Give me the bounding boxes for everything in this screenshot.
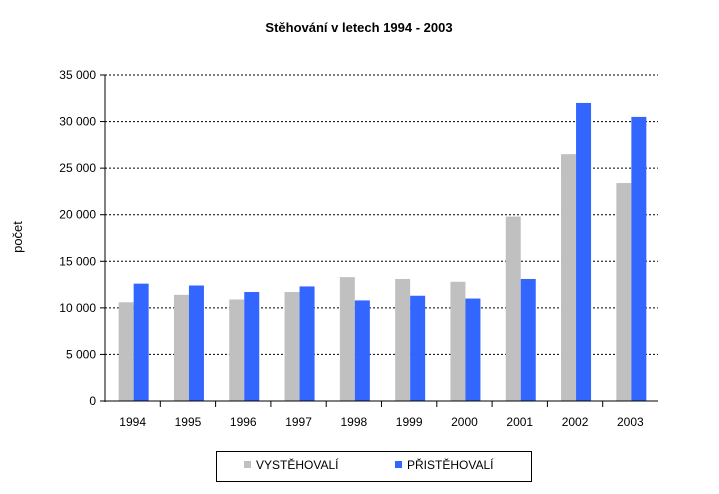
bar-vystehovali-2000 [450,281,466,401]
bars [118,102,647,402]
bar-vystehovali-1997 [284,292,300,401]
x-tick-label: 1997 [285,415,312,429]
legend: VYSTĚHOVALÍ PŘISTĚHOVALÍ [216,451,532,482]
legend-label-vystehovali: VYSTĚHOVALÍ [256,457,339,472]
x-tick-label: 1994 [119,415,146,429]
y-tick-labels: 0 5 000 10 000 15 000 20 000 25 000 30 000 35 0… [59,68,96,408]
x-tick-label: 1996 [230,415,257,429]
bar-vystehovali-1994 [118,302,134,401]
y-tick-label: 5 000 [66,347,96,361]
y-tick-label: 20 000 [59,208,96,222]
bar-vystehovali-1999 [395,278,411,401]
legend-swatch-vystehovali [244,461,251,468]
legend-box [216,451,532,482]
y-tick-label: 15 000 [59,254,96,268]
bar-pristehovali-1996 [244,292,260,401]
chart-title: Stěhování v letech 1994 - 2003 [265,20,452,35]
y-axis-label: počet [10,221,25,253]
x-tick-label: 2002 [562,415,589,429]
bar-vystehovali-1996 [229,299,245,401]
bar-pristehovali-1999 [410,295,426,401]
x-tick-labels: 1994 1995 1996 1997 1998 1999 2000 2001 2002 2003 [119,401,644,429]
x-tick-label: 1995 [175,415,202,429]
bar-vystehovali-1998 [339,277,355,401]
bar-pristehovali-2001 [520,278,536,401]
x-tick-label: 1998 [340,415,367,429]
bar-pristehovali-1995 [188,285,204,401]
legend-label-pristehovali: PŘISTĚHOVALÍ [407,457,494,472]
y-tick-label: 35 000 [59,68,96,82]
x-tick-label: 2000 [451,415,478,429]
bar-vystehovali-2002 [561,154,577,401]
bar-pristehovali-1998 [354,300,370,401]
x-tick-label: 1999 [396,415,423,429]
y-tick-label: 30 000 [59,115,96,129]
x-tick-label: 2003 [617,415,644,429]
bar-pristehovali-1997 [299,286,315,401]
legend-swatch-pristehovali [395,461,402,468]
bar-vystehovali-2003 [616,183,632,401]
bar-pristehovali-2003 [631,116,647,402]
bar-pristehovali-1994 [133,283,149,401]
bar-vystehovali-1995 [173,294,189,401]
bar-pristehovali-2002 [576,102,592,401]
y-tick-label: 10 000 [59,301,96,315]
bar-vystehovali-2001 [505,216,521,401]
y-tick-label: 25 000 [59,161,96,175]
y-tick-label: 0 [89,394,96,408]
x-tick-label: 2001 [506,415,533,429]
bar-pristehovali-2000 [465,298,481,401]
